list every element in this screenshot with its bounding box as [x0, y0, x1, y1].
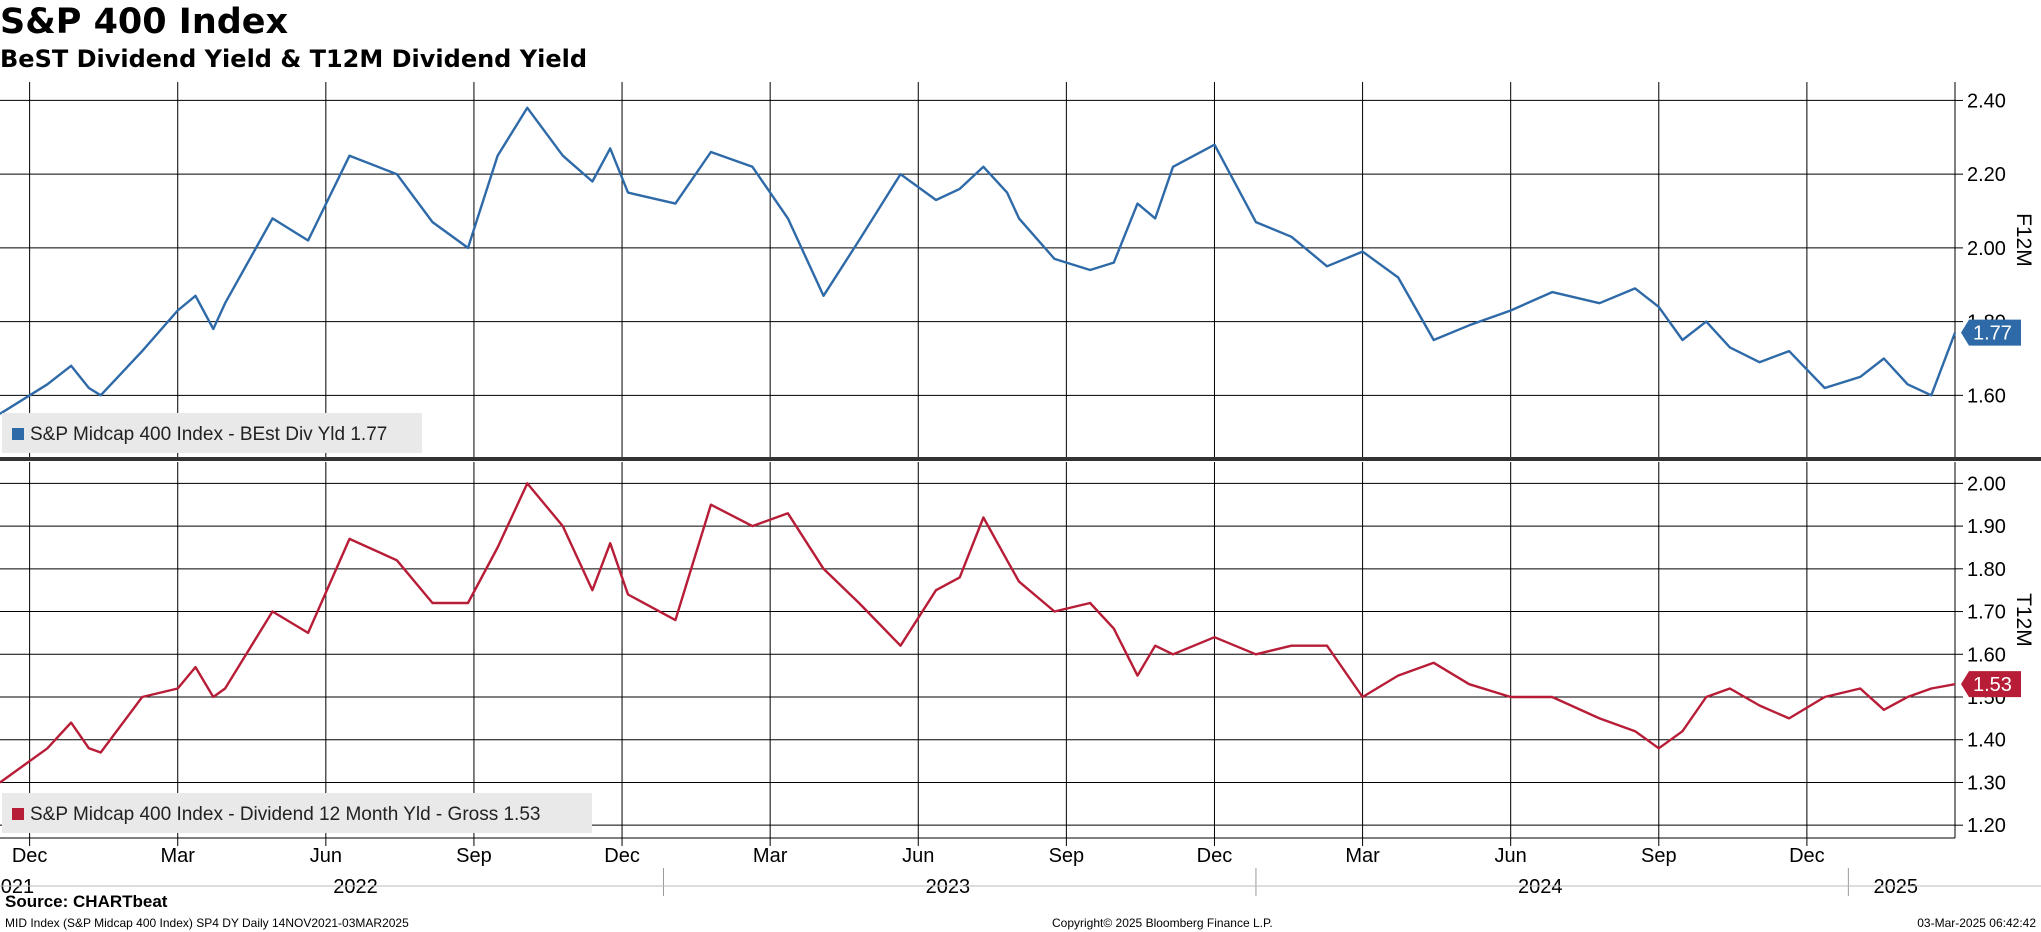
legend-label: S&P Midcap 400 Index - Dividend 12 Month… — [30, 804, 540, 825]
year-label: 2024 — [1518, 876, 1563, 898]
legend-box — [2, 413, 422, 453]
y-tick-label: 2.00 — [1967, 238, 2006, 260]
x-tick-label: Sep — [456, 845, 492, 867]
year-label: 2025 — [1874, 876, 1919, 898]
axis-unit-label: F12M — [2012, 213, 2035, 267]
x-tick-label: Dec — [12, 845, 48, 867]
y-tick-label: 1.60 — [1967, 385, 2006, 407]
y-tick-label: 1.20 — [1967, 815, 2006, 837]
footer-copyright: Copyright© 2025 Bloomberg Finance L.P. — [1052, 916, 1273, 930]
chart-title: S&P 400 Index — [0, 2, 289, 42]
footer-timestamp: 03-Mar-2025 06:42:42 — [1917, 916, 2036, 930]
x-tick-label: Sep — [1641, 845, 1677, 867]
y-tick-label: 1.90 — [1967, 516, 2006, 538]
legend-swatch — [12, 808, 24, 820]
y-tick-label: 1.70 — [1967, 602, 2006, 624]
y-tick-label: 2.40 — [1967, 90, 2006, 112]
legend-label: S&P Midcap 400 Index - BEst Div Yld 1.77 — [30, 424, 387, 445]
y-tick-label: 1.40 — [1967, 730, 2006, 752]
last-value-badge — [1961, 671, 2021, 698]
x-tick-label: Dec — [604, 845, 640, 867]
axis-unit-label: T12M — [2012, 593, 2035, 647]
year-label: 2023 — [926, 876, 971, 898]
last-value-badge — [1961, 319, 2021, 346]
series-line — [0, 482, 1956, 784]
y-tick-label: 1.80 — [1967, 559, 2006, 581]
x-tick-label: Mar — [753, 845, 788, 867]
legend-swatch — [12, 428, 24, 440]
x-tick-label: Mar — [161, 845, 196, 867]
x-tick-label: Sep — [1049, 845, 1085, 867]
last-value-label: 1.53 — [1973, 674, 2012, 696]
x-axis: Dec Mar Jun Sep Dec Mar Jun Sep Dec Mar Jun Sep Dec 2… — [0, 837, 2041, 898]
x-tick-label: Mar — [1345, 845, 1380, 867]
year-label: 2021 — [0, 876, 34, 898]
y-tick-label: 2.20 — [1967, 164, 2006, 186]
x-tick-label: Dec — [1197, 845, 1233, 867]
y-tick-label: 1.30 — [1967, 772, 2006, 794]
chart-subtitle: BeST Dividend Yield & T12M Dividend Yiel… — [0, 45, 588, 73]
legend-box — [2, 793, 592, 833]
source-label: Source: CHARTbeat — [5, 892, 168, 911]
last-value-label: 1.77 — [1973, 323, 2012, 345]
x-tick-label: Jun — [902, 845, 934, 867]
series-line — [0, 106, 1957, 415]
y-tick-label: 2.00 — [1967, 473, 2006, 495]
bottom-panel: 1.201.301.401.501.601.701.801.902.001.53… — [0, 462, 2035, 838]
year-label: 2022 — [333, 876, 378, 898]
x-tick-label: Dec — [1789, 845, 1825, 867]
footer-ticker-info: MID Index (S&P Midcap 400 Index) SP4 DY … — [5, 916, 409, 930]
x-tick-label: Jun — [1495, 845, 1527, 867]
x-tick-label: Jun — [310, 845, 342, 867]
y-tick-label: 1.60 — [1967, 644, 2006, 666]
panel-separator — [0, 457, 2041, 461]
